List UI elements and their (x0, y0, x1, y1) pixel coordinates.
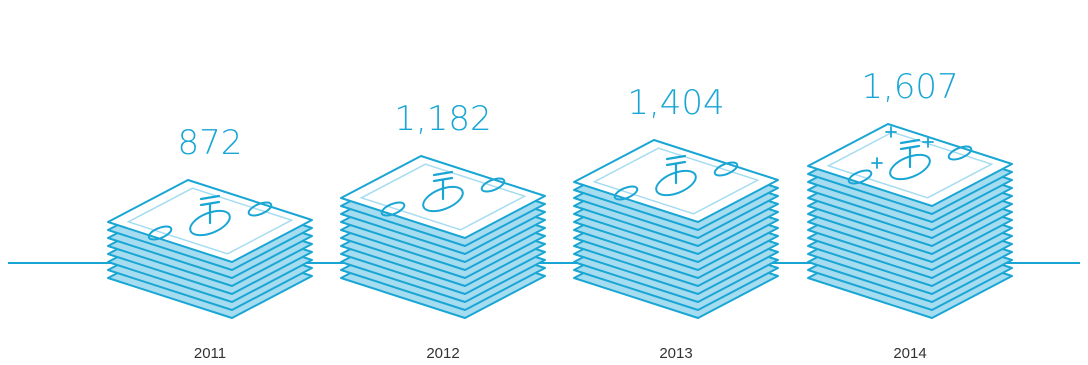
banknote-inner-border (359, 163, 527, 231)
banknote-left-oval (147, 225, 173, 241)
banknote-left-oval (613, 185, 639, 201)
plus-sparkle-icon (871, 126, 934, 169)
bar-stack-2014: 1,607 (807, 67, 1013, 319)
tenge-sign-icon (899, 138, 921, 169)
tenge-sign-icon (432, 170, 454, 201)
banknote-right-oval (713, 161, 739, 177)
banknote-inner-border (592, 147, 760, 215)
banknote-right-oval (947, 145, 973, 161)
bar-stack-2013: 1,404 (573, 83, 779, 319)
tenge-sign-icon (199, 194, 221, 225)
data-label: 1,404 (627, 83, 724, 123)
data-label: 872 (178, 123, 243, 163)
banknote-inner-border (826, 131, 994, 199)
banknote-left-oval (847, 169, 873, 185)
tenge-sign-icon (665, 154, 687, 185)
bar-stack-2012: 1,182 (340, 99, 546, 319)
banknote-left-oval (380, 201, 406, 217)
bar-stack-2011: 872 (107, 123, 313, 319)
data-label: 1,607 (861, 67, 958, 107)
banknote-right-oval (247, 201, 273, 217)
x-tick-label: 2014 (893, 345, 926, 362)
x-tick-label: 2012 (426, 345, 459, 362)
banknote-right-oval (480, 177, 506, 193)
x-tick-label: 2013 (659, 345, 692, 362)
data-label: 1,182 (394, 99, 491, 139)
banknote-inner-border (126, 187, 294, 255)
x-tick-label: 2011 (194, 345, 226, 362)
